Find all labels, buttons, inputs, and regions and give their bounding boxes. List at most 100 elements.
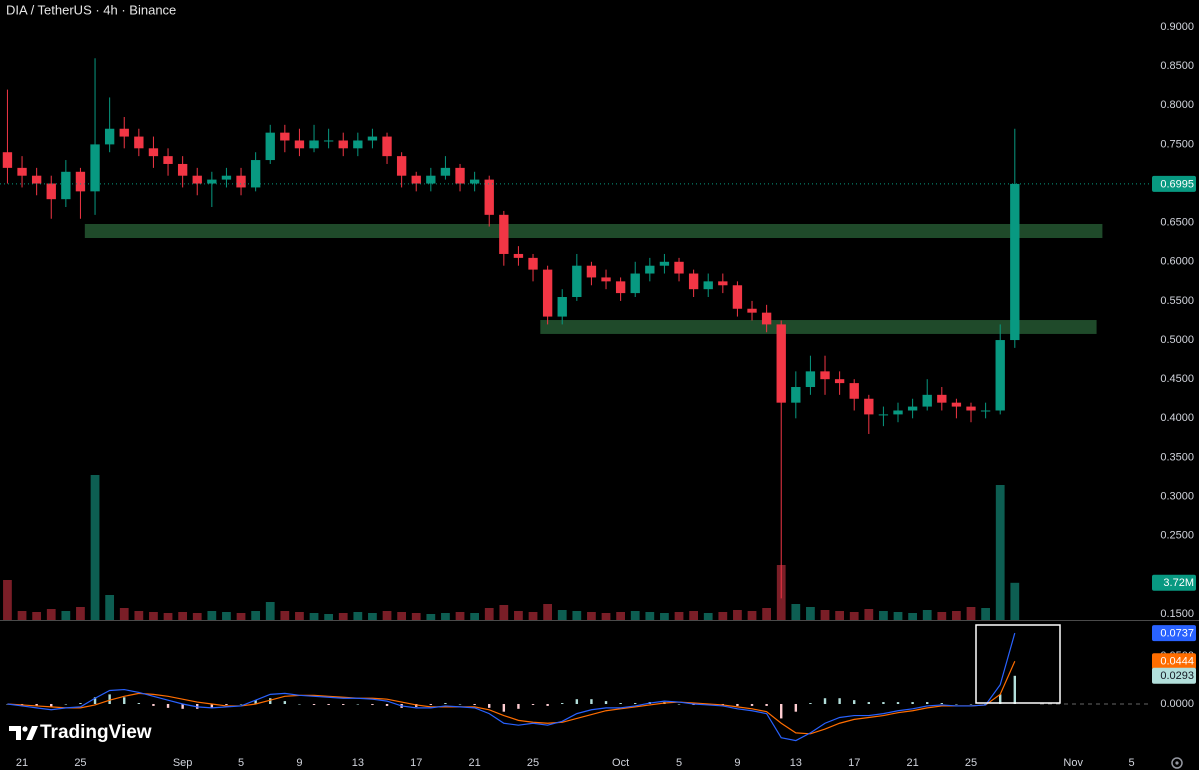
candle-body [61, 171, 71, 200]
candle-body [469, 179, 480, 184]
price-badge-label: 3.72M [1163, 577, 1194, 589]
logo-icon [9, 726, 38, 740]
settings-icon[interactable] [1171, 757, 1183, 769]
histogram-bar [254, 700, 257, 704]
histogram-bar [546, 703, 549, 706]
volume-bar [441, 613, 450, 620]
volume-bar [149, 612, 158, 620]
volume-bar [178, 612, 188, 620]
volume-bar [835, 611, 844, 620]
y-tick-label: 0.5500 [1160, 295, 1194, 307]
volume-bar [674, 612, 684, 620]
candle-body [513, 253, 524, 258]
histogram-bar [371, 703, 374, 705]
y-tick-label: 0.7500 [1160, 138, 1194, 150]
histogram-bar [955, 703, 958, 705]
histogram-bar [1013, 675, 1017, 704]
volume-bar [295, 612, 304, 620]
histogram-bar [312, 703, 316, 705]
logo-dot [22, 726, 28, 732]
signal-line [7, 661, 1016, 735]
candle-body [207, 179, 217, 184]
histogram-bar [765, 703, 768, 706]
volume-bar [3, 580, 12, 620]
candle-body [17, 167, 27, 176]
y-tick-label: 0.3000 [1160, 490, 1194, 502]
price-badge [1152, 625, 1196, 642]
volume-bar [280, 611, 290, 620]
histogram-bar [50, 703, 53, 707]
histogram-bar [444, 703, 447, 704]
histogram-bar [239, 703, 243, 705]
volume-bar [309, 613, 319, 620]
histogram-bar [458, 703, 462, 705]
candle-body [645, 265, 655, 274]
candle-body [542, 269, 553, 317]
candle-body [367, 136, 378, 141]
volume-bar [207, 611, 217, 620]
histogram-bar [838, 698, 841, 704]
gear-center[interactable] [1175, 761, 1179, 765]
price-badge [1152, 574, 1196, 591]
candle-body [849, 383, 859, 399]
candle-body [586, 265, 597, 278]
volume-bar [368, 613, 377, 620]
volume-bar [733, 610, 742, 620]
candle-body [46, 183, 56, 200]
volume-bar [353, 612, 363, 620]
y-tick-label: 0.3500 [1160, 451, 1194, 463]
histogram-bar [911, 702, 914, 704]
histogram-bar [181, 703, 184, 709]
candle-body [250, 160, 261, 188]
x-tick-label: 5 [238, 757, 244, 769]
price-badge-label: 0.6995 [1160, 178, 1194, 190]
histogram-bar [385, 703, 389, 706]
volume-bar [879, 611, 888, 620]
candle-body [2, 152, 13, 168]
histogram-bar [677, 703, 681, 705]
histogram-bar [327, 703, 330, 705]
candle-body [221, 175, 232, 180]
candle-body [557, 297, 567, 317]
histogram-bar [619, 703, 622, 704]
volume-bar [134, 611, 144, 620]
price-badge [1152, 175, 1196, 192]
y-tick-label: 0.2500 [1160, 530, 1194, 542]
volume-bar [806, 607, 815, 620]
candle-body [893, 410, 903, 415]
candle-body [674, 261, 684, 274]
candle-body [31, 175, 42, 184]
candle-body [411, 175, 421, 184]
y-tick-label: 0.6000 [1160, 256, 1194, 268]
candle-body [980, 410, 991, 412]
volume-bar [192, 613, 202, 620]
x-tick-label: 21 [906, 757, 918, 769]
volume-bar [762, 608, 771, 620]
volume-bar [397, 612, 407, 620]
histogram-bar [123, 697, 126, 704]
volume-bar [455, 612, 465, 620]
volume-bar [645, 612, 655, 620]
y-tick-label: 0.4000 [1160, 412, 1194, 424]
histogram-bar [502, 703, 506, 712]
histogram-bar [634, 703, 637, 704]
histogram-bar [590, 699, 593, 704]
volume-bar [1010, 582, 1020, 620]
histogram-bar [64, 703, 68, 705]
candle-body [323, 140, 334, 142]
histogram-bar [137, 703, 141, 704]
chart-title: DIA / TetherUS · 4h · Binance [6, 2, 176, 17]
candle-body [834, 379, 845, 384]
candle-body [353, 140, 363, 149]
y2-tick-label: 0.0000 [1160, 698, 1194, 710]
histogram-bar [79, 703, 82, 704]
x-tick-label: 21 [469, 757, 481, 769]
volume-bar [922, 610, 932, 620]
gear[interactable] [1171, 757, 1183, 769]
x-tick-label: 25 [74, 757, 86, 769]
candle-body [630, 273, 640, 294]
candle-body [615, 281, 626, 294]
volume-bar [382, 611, 392, 620]
histogram-bar [225, 703, 228, 705]
candle-body [995, 340, 1005, 411]
